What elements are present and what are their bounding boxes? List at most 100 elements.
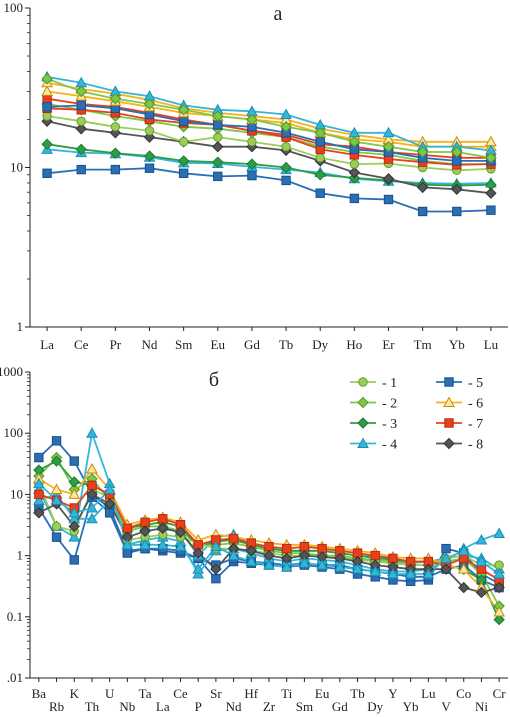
legend-marker-3	[357, 417, 369, 429]
legend-marker-4	[357, 437, 369, 448]
data-point-group-4	[298, 557, 311, 568]
data-point-group-7	[158, 514, 168, 524]
data-point-group-7	[299, 541, 310, 552]
category-label-v: V	[441, 699, 451, 714]
data-point-group-2	[75, 85, 87, 98]
category-label-p: P	[195, 699, 202, 714]
data-point-group-1	[144, 126, 155, 136]
legend-marker-8	[443, 437, 455, 450]
data-point-group-2	[485, 152, 497, 164]
category-label-lu: Lu	[421, 686, 436, 701]
data-point-group-2	[246, 113, 258, 126]
data-point-group-5	[417, 206, 428, 217]
data-point-group-6	[68, 488, 81, 499]
data-point-group-8	[440, 563, 452, 575]
category-label-dy: Dy	[367, 699, 383, 714]
data-point-group-4	[475, 555, 488, 567]
data-point-group-2	[41, 73, 53, 85]
data-point-group-8	[458, 581, 470, 594]
data-point-group-4	[422, 567, 435, 579]
data-point-group-5	[281, 175, 291, 186]
series-line-group-5	[47, 167, 491, 213]
category-label-la: La	[156, 699, 170, 714]
y-tick-label: 100	[4, 425, 24, 440]
data-point-group-7	[476, 564, 487, 574]
category-label-sr: Sr	[210, 686, 222, 701]
data-point-group-6	[50, 483, 63, 495]
category-label-ho: Ho	[346, 337, 362, 352]
data-point-group-3	[212, 156, 224, 168]
data-point-group-4	[493, 527, 505, 538]
data-point-group-5	[69, 555, 79, 565]
series-line-group-6	[46, 81, 491, 143]
y-tick-label: 1000	[0, 364, 23, 379]
category-label-la: La	[40, 337, 54, 352]
legend-marker-6	[443, 396, 455, 407]
data-point-group-5	[69, 456, 79, 466]
data-point-group-8	[174, 526, 187, 539]
data-point-group-4	[50, 494, 63, 505]
data-point-group-8	[475, 586, 488, 599]
data-point-group-5	[144, 109, 155, 120]
data-point-group-4	[174, 540, 187, 552]
category-label-ti: Ti	[281, 686, 292, 701]
data-point-group-5	[247, 170, 257, 181]
data-point-group-7	[388, 553, 398, 564]
data-point-group-4	[227, 549, 240, 561]
category-label-yb: Yb	[403, 699, 419, 714]
category-label-ce: Ce	[74, 337, 89, 352]
data-point-group-1	[315, 153, 325, 163]
data-point-group-5	[122, 548, 133, 558]
data-point-group-5	[315, 188, 325, 198]
data-point-group-7	[140, 517, 150, 528]
data-point-group-2	[280, 121, 292, 133]
data-point-group-4	[263, 559, 275, 570]
data-point-group-4	[86, 512, 98, 524]
data-point-group-1	[110, 122, 121, 132]
data-point-group-2	[416, 146, 429, 158]
data-point-group-1	[247, 137, 257, 147]
legend-label-8: - 8	[468, 438, 483, 453]
data-point-group-3	[68, 476, 80, 488]
data-point-group-1	[178, 137, 189, 147]
data-point-group-5	[42, 168, 52, 178]
data-point-group-7	[459, 553, 469, 564]
data-point-group-5	[211, 573, 221, 584]
data-point-group-6	[86, 462, 98, 474]
y-tick-label: 10	[10, 486, 23, 501]
data-point-group-4	[440, 552, 452, 563]
category-label-tm: Tm	[414, 337, 432, 352]
data-point-group-3	[246, 158, 258, 170]
data-point-group-5	[452, 206, 462, 217]
data-point-group-1	[76, 116, 86, 126]
data-point-group-4	[86, 427, 98, 438]
panel-a-ree-diagram: 1 10 100 La Ce Pr Nd Sm Eu Gd Tb Dy Ho Er Tm Yb Lu а	[4, 0, 508, 352]
data-point-group-6	[457, 563, 470, 574]
category-label-hf: Hf	[244, 686, 258, 701]
data-point-group-3	[50, 455, 63, 467]
category-label-eu: Eu	[315, 686, 330, 701]
y-tick-label: 1	[17, 319, 24, 334]
data-point-group-4	[457, 544, 470, 556]
data-point-group-8	[139, 525, 151, 537]
data-point-group-3	[280, 161, 292, 174]
series-line-group-5	[47, 104, 491, 162]
category-label-gd: Gd	[332, 699, 348, 714]
data-point-group-8	[157, 522, 169, 534]
series-line-group-3	[46, 143, 491, 187]
category-label-rb: Rb	[49, 699, 64, 714]
data-point-group-8	[451, 183, 463, 196]
data-point-group-7	[264, 541, 274, 552]
category-label-k: K	[70, 686, 80, 701]
data-point-group-4	[280, 561, 293, 572]
y-tick-label: 1	[17, 548, 24, 563]
data-point-group-7	[87, 480, 97, 491]
data-point-group-3	[41, 138, 53, 150]
data-point-group-4	[68, 506, 81, 518]
legend-label-2: - 2	[382, 397, 397, 412]
y-tick-label: .01	[7, 670, 23, 685]
data-point-group-5	[349, 193, 360, 204]
data-point-group-4	[493, 567, 505, 579]
y-tick-label: 10	[10, 160, 23, 175]
data-point-group-1	[281, 142, 291, 152]
